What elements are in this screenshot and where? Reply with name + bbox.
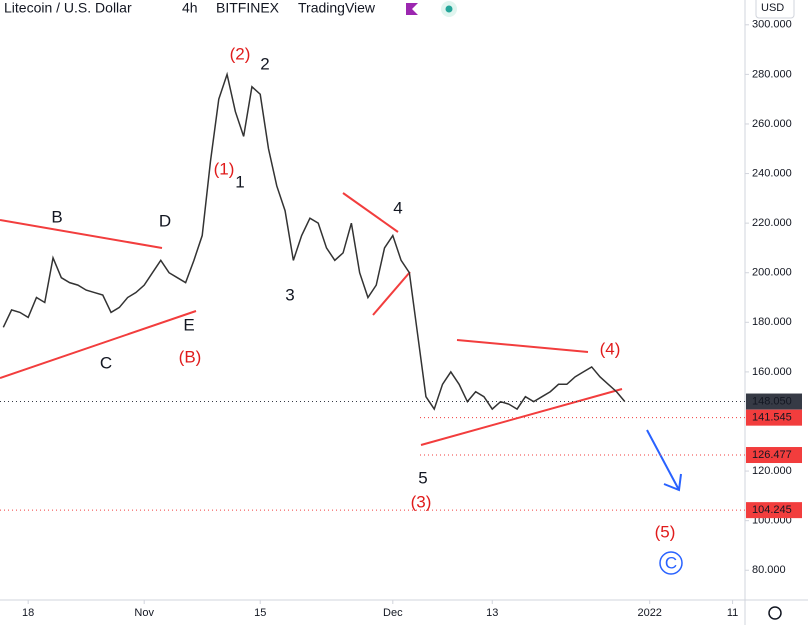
brand: TradingView bbox=[298, 0, 376, 16]
interval: 4h bbox=[182, 0, 198, 16]
level-box bbox=[746, 502, 802, 519]
x-tick-label: 11 bbox=[727, 607, 738, 619]
trend-line bbox=[0, 310, 197, 379]
symbol: Litecoin / U.S. Dollar bbox=[4, 0, 132, 16]
x-tick-label: 15 bbox=[254, 607, 266, 619]
level-label: 148.050 bbox=[752, 395, 792, 407]
wave-label: (5) bbox=[655, 522, 676, 541]
status-dot bbox=[445, 5, 453, 13]
y-tick-label: 280.000 bbox=[752, 68, 792, 80]
wave-label: 5 bbox=[418, 468, 427, 487]
wave-label: D bbox=[159, 211, 171, 230]
arrow bbox=[646, 429, 682, 492]
exchange: BITFINEX bbox=[216, 0, 280, 16]
y-tick-label: 200.000 bbox=[752, 267, 792, 279]
trend-line bbox=[0, 219, 163, 249]
wave-circle bbox=[659, 551, 683, 575]
x-tick-label: 18 bbox=[22, 607, 34, 619]
y-tick-label: 80.000 bbox=[752, 564, 786, 576]
y-tick-label: 240.000 bbox=[752, 167, 792, 179]
y-tick-label: 120.000 bbox=[752, 465, 792, 477]
y-tick-label: 260.000 bbox=[752, 118, 792, 130]
wave-label: 4 bbox=[393, 198, 402, 217]
y-tick-label: 300.000 bbox=[752, 19, 792, 31]
settings[interactable] bbox=[768, 606, 782, 620]
wave-label: (B) bbox=[179, 347, 202, 366]
trend-line bbox=[456, 339, 589, 353]
wave-label: (3) bbox=[411, 492, 432, 511]
wave-label: 1 bbox=[235, 172, 244, 191]
currency[interactable]: USD bbox=[761, 2, 784, 14]
level-label: 141.545 bbox=[752, 412, 792, 424]
wave-label: C bbox=[665, 553, 677, 572]
y-tick-label: 180.000 bbox=[752, 316, 792, 328]
wave-label: (4) bbox=[600, 339, 621, 358]
level-box bbox=[746, 409, 802, 426]
price-line bbox=[2, 71, 626, 411]
trend-line bbox=[342, 192, 399, 233]
wave-label: E bbox=[183, 315, 194, 334]
x-tick-label: Dec bbox=[383, 607, 403, 619]
level-label: 126.477 bbox=[752, 449, 792, 461]
y-tick-label: 160.000 bbox=[752, 366, 792, 378]
trend-line bbox=[420, 388, 623, 446]
x-tick-label: 13 bbox=[486, 607, 498, 619]
x-tick-label: 2022 bbox=[637, 607, 661, 619]
icon bbox=[406, 3, 418, 15]
wave-label: B bbox=[51, 207, 62, 226]
wave-label: C bbox=[100, 353, 112, 372]
trend-line bbox=[372, 271, 411, 316]
wave-label: 2 bbox=[260, 54, 269, 73]
wave-label: (1) bbox=[214, 159, 235, 178]
level-box bbox=[746, 393, 802, 410]
level-box bbox=[746, 447, 802, 464]
x-tick-label: Nov bbox=[134, 607, 154, 619]
wave-label: 3 bbox=[285, 285, 294, 304]
y-tick-label: 220.000 bbox=[752, 217, 792, 229]
wave-label: (2) bbox=[230, 44, 251, 63]
currency-button[interactable] bbox=[755, 0, 795, 19]
level-label: 104.245 bbox=[752, 504, 792, 516]
